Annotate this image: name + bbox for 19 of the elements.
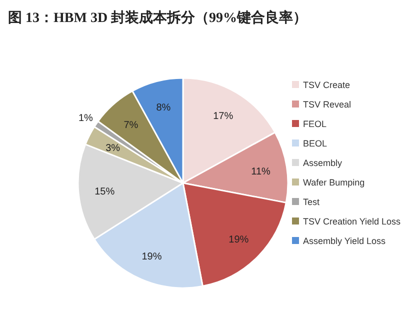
data-label: 17% xyxy=(213,111,234,122)
legend-label: BEOL xyxy=(303,138,328,148)
data-label: 11% xyxy=(251,166,271,178)
data-label: 19% xyxy=(228,234,249,246)
legend-label: TSV Creation Yield Loss xyxy=(303,216,402,226)
data-label: 8% xyxy=(156,102,171,114)
data-label: 19% xyxy=(142,251,162,262)
legend-label: Assembly xyxy=(303,158,343,168)
data-label: 1% xyxy=(78,112,94,124)
data-label: 7% xyxy=(124,120,138,131)
chart-title: 图 13：HBM 3D 封装成本拆分（99%键合良率） xyxy=(8,9,308,26)
data-label: 3% xyxy=(106,143,120,154)
legend-label: Wafer Bumping xyxy=(303,178,365,188)
legend-label: TSV Create xyxy=(303,80,350,90)
legend-label: Assembly Yield Loss xyxy=(303,236,386,246)
data-label: 15% xyxy=(94,186,115,198)
legend-label: Test xyxy=(303,197,320,207)
legend-label: TSV Reveal xyxy=(303,100,352,110)
legend-label: FEOL xyxy=(303,119,327,129)
